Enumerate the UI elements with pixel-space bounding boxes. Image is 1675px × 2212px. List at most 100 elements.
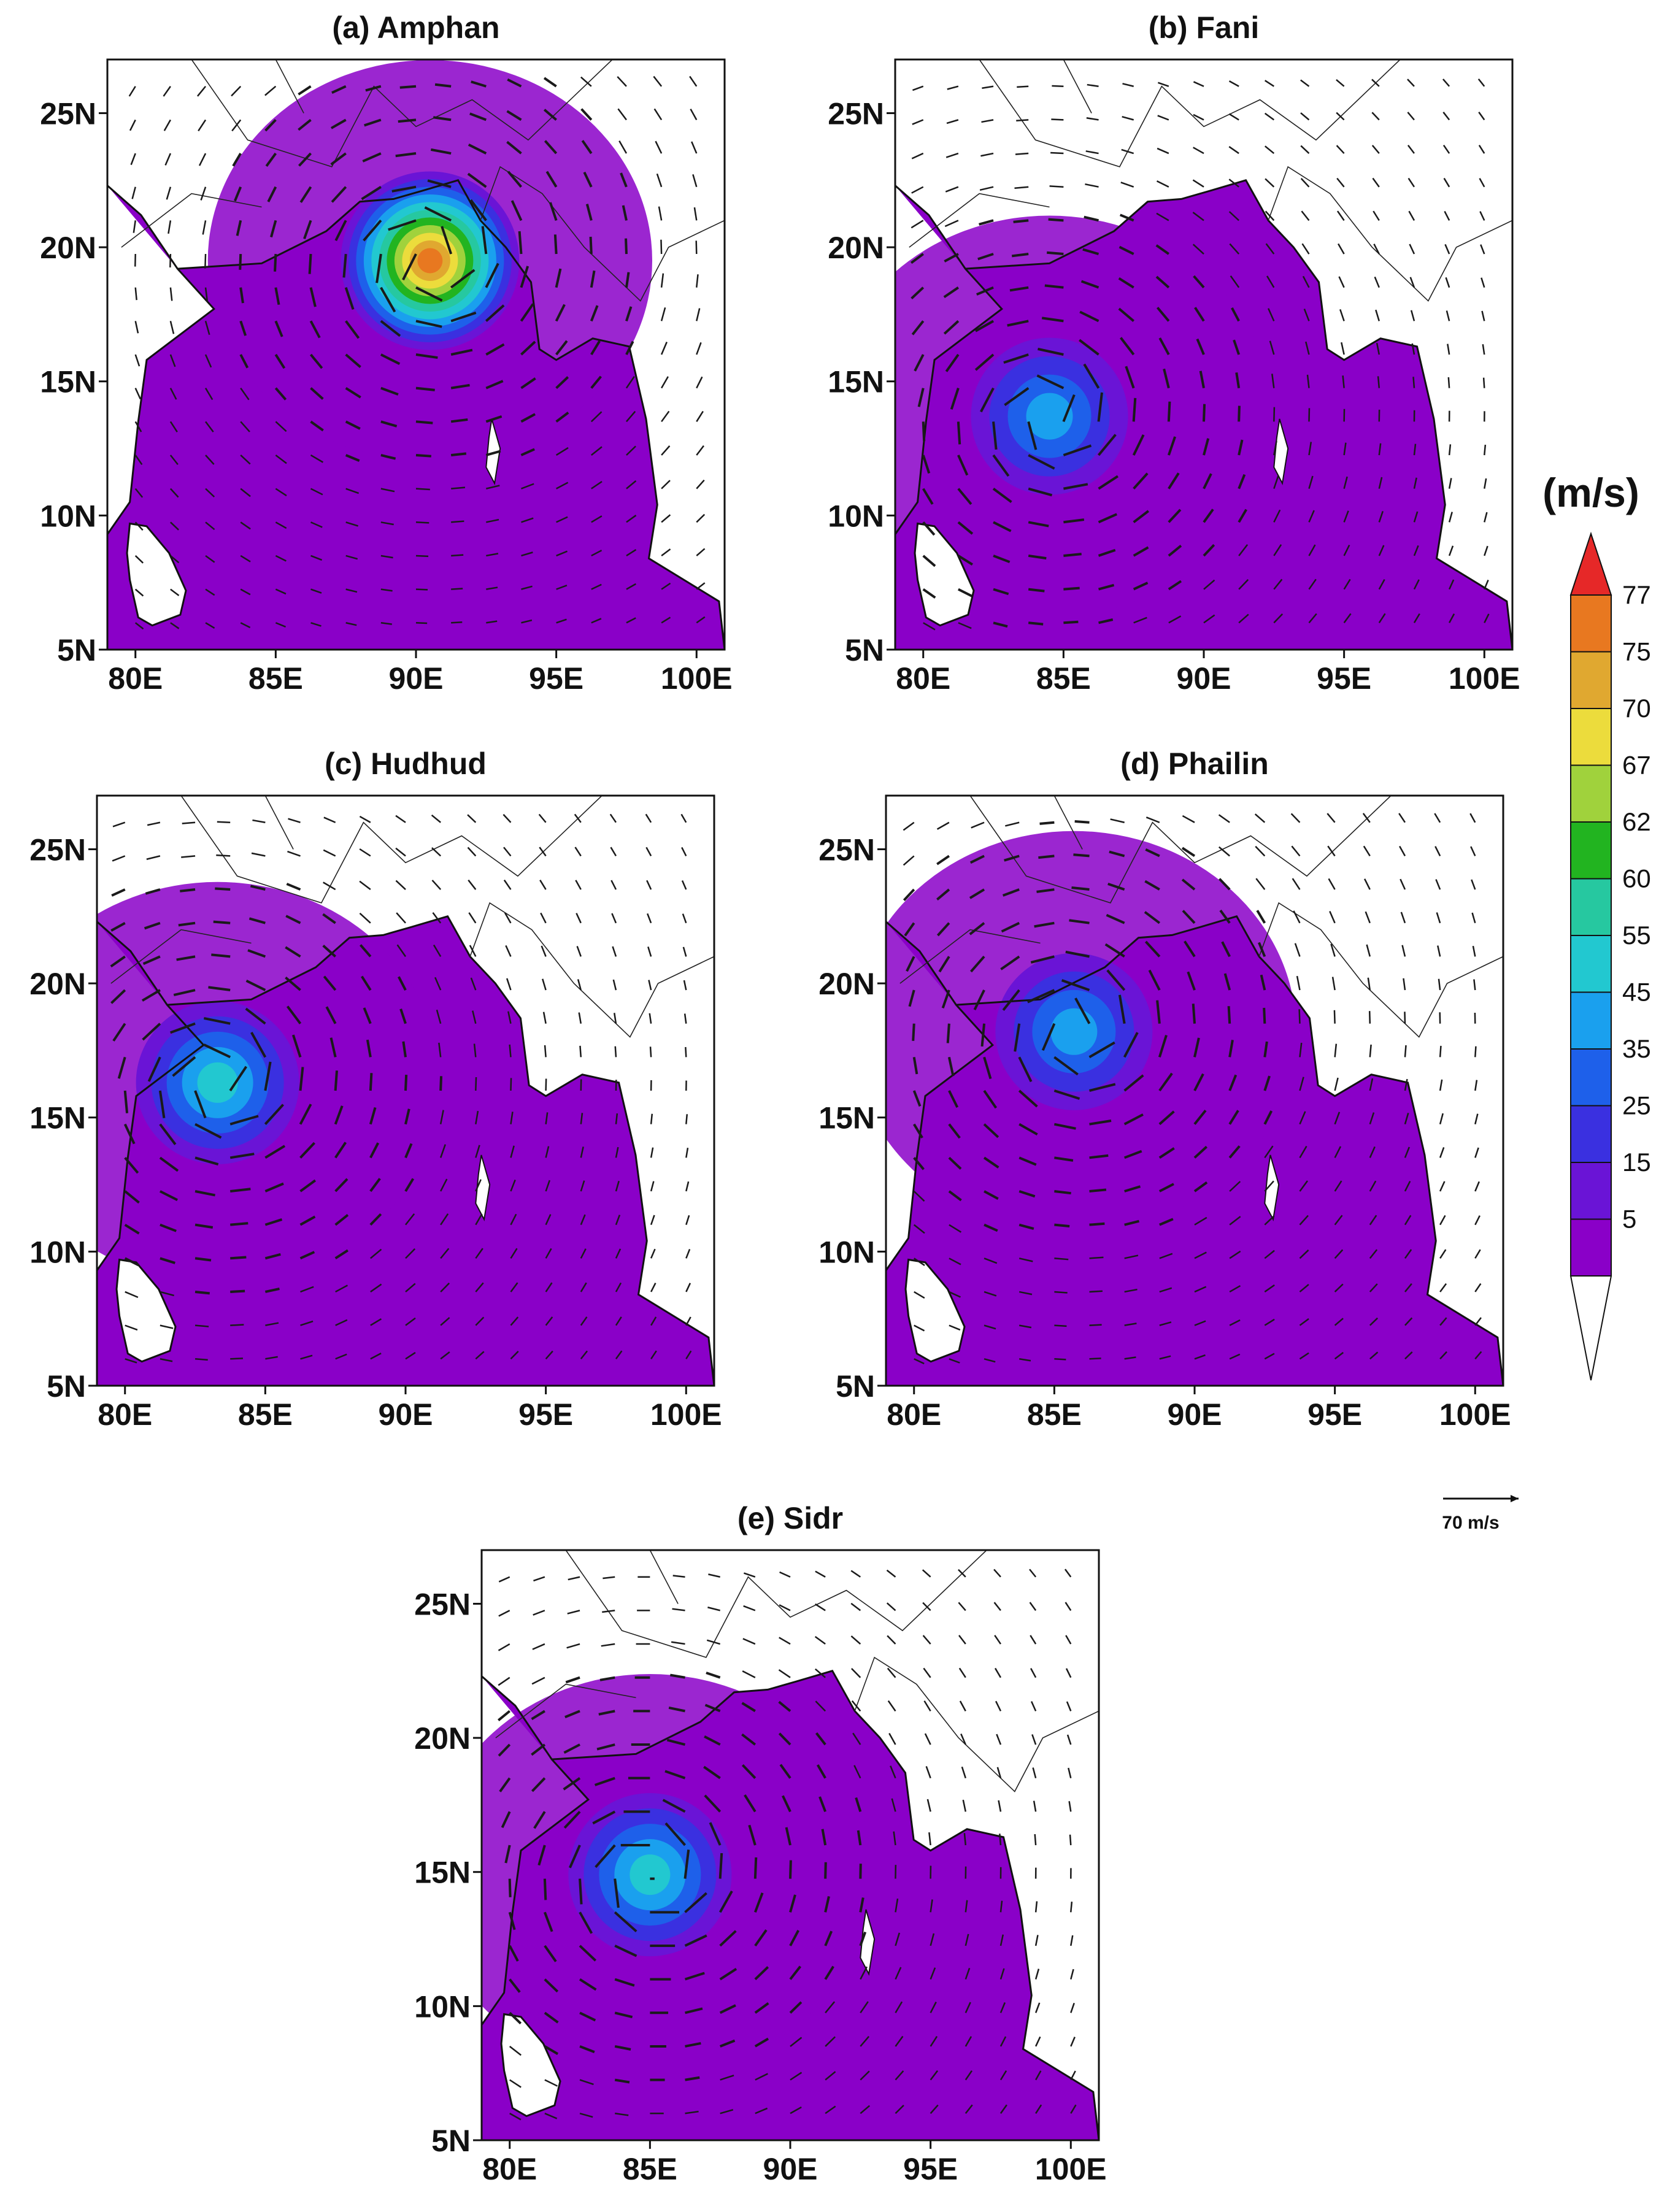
wind-vector [779,1571,791,1578]
wind-vector [322,913,336,924]
wind-vector [650,1282,657,1292]
wind-vector [1273,613,1284,624]
wind-vector [615,1316,622,1326]
wind-vector [169,488,179,498]
wind-vector [134,354,141,367]
wind-vector [754,1929,768,1947]
colorbar-label: 60 [1622,864,1651,893]
wind-vector [402,253,417,281]
x-tick-label: 100E [1439,1397,1511,1432]
wind-vector [286,883,301,891]
wind-vector [672,1608,685,1611]
wind-vector [323,849,336,857]
wind-vector [999,2002,1006,2013]
wind-vector [518,231,523,255]
wind-vector [650,1181,655,1192]
wind-vector [359,912,371,924]
wind-vector [204,287,209,302]
wind-vector [943,286,960,298]
wind-vector [696,513,706,523]
wind-vector [1305,341,1310,355]
wind-vector [1377,376,1380,388]
wind-vector [1299,1283,1309,1292]
wind-vector [275,555,287,562]
reference-label: 70 m/s [1442,1513,1499,1533]
wind-vector [239,287,244,304]
wind-vector [544,1945,557,1962]
colorbar-label: 45 [1622,978,1651,1007]
wind-vector [1482,344,1485,355]
wind-vector [1144,911,1161,924]
colorbar-title: (m/s) [1542,470,1639,515]
wind-vector [1089,1083,1116,1092]
wind-vector [1133,582,1149,591]
wind-vector [650,1147,654,1158]
wind-vector [275,488,287,497]
wind-vector [308,253,312,274]
wind-vector [1327,813,1336,823]
wind-vector [440,1282,450,1292]
wind-vector [1123,1074,1144,1092]
y-tick-label: 5N [57,633,96,667]
wind-vector [649,1013,652,1024]
wind-contour-ring [1050,1008,1098,1055]
wind-vector [170,622,180,629]
wind-vector [1484,512,1488,523]
wind-vector [696,274,699,288]
wind-vector [509,1978,521,1993]
wind-vector [996,1767,1002,1779]
wind-vector [194,1324,209,1327]
colorbar-segment [1570,1218,1612,1277]
wind-vector [706,1639,721,1645]
wind-vector [999,1968,1005,1980]
wind-vector [719,2039,736,2048]
wind-vector [1376,342,1380,355]
wind-vector [1089,1324,1102,1326]
wind-vector [615,1146,619,1158]
wind-vector [544,2045,559,2056]
wind-vector [741,1702,756,1713]
wind-vector [709,1822,722,1846]
wind-vector [130,153,136,166]
wind-vector [468,879,477,890]
colorbar-label: 15 [1622,1148,1651,1177]
wind-vector [682,947,687,957]
wind-vector [1228,113,1239,121]
north-east-coastline [965,179,1512,650]
wind-vector [440,1213,449,1226]
wind-vector [1477,78,1485,87]
wind-vector [681,847,687,856]
wind-vector [1334,1351,1344,1360]
reference-arrowhead [1511,1495,1519,1502]
wind-vector [581,140,593,155]
wind-vector [194,1223,214,1229]
wind-vector [1400,912,1406,924]
wind-vector [169,1022,196,1034]
wind-vector [1168,545,1182,557]
wind-vector [999,2036,1007,2047]
wind-vector [204,321,210,335]
wind-vector [1193,275,1205,288]
wind-vector [996,1734,1002,1745]
wind-vector [264,85,277,96]
wind-vector [860,2035,870,2047]
wind-vector [815,1700,826,1712]
wind-vector [1065,1602,1072,1611]
wind-vector [1158,1034,1168,1058]
wind-vector [1203,438,1210,456]
wind-vector [1408,210,1415,221]
wind-vector [160,1324,174,1329]
wind-vector [1413,545,1419,556]
wind-vector [999,1900,1003,1913]
wind-vector [825,2001,836,2014]
admin-border [469,902,714,1038]
x-tick-label: 95E [903,2152,958,2186]
wind-vector [1228,1040,1234,1058]
wind-vector [510,1316,519,1326]
wind-vector [198,119,207,132]
wind-vector [275,588,287,595]
wind-vector [274,387,287,401]
wind-vector [695,240,698,255]
wind-vector [580,1146,584,1158]
wind-vector [170,588,180,596]
